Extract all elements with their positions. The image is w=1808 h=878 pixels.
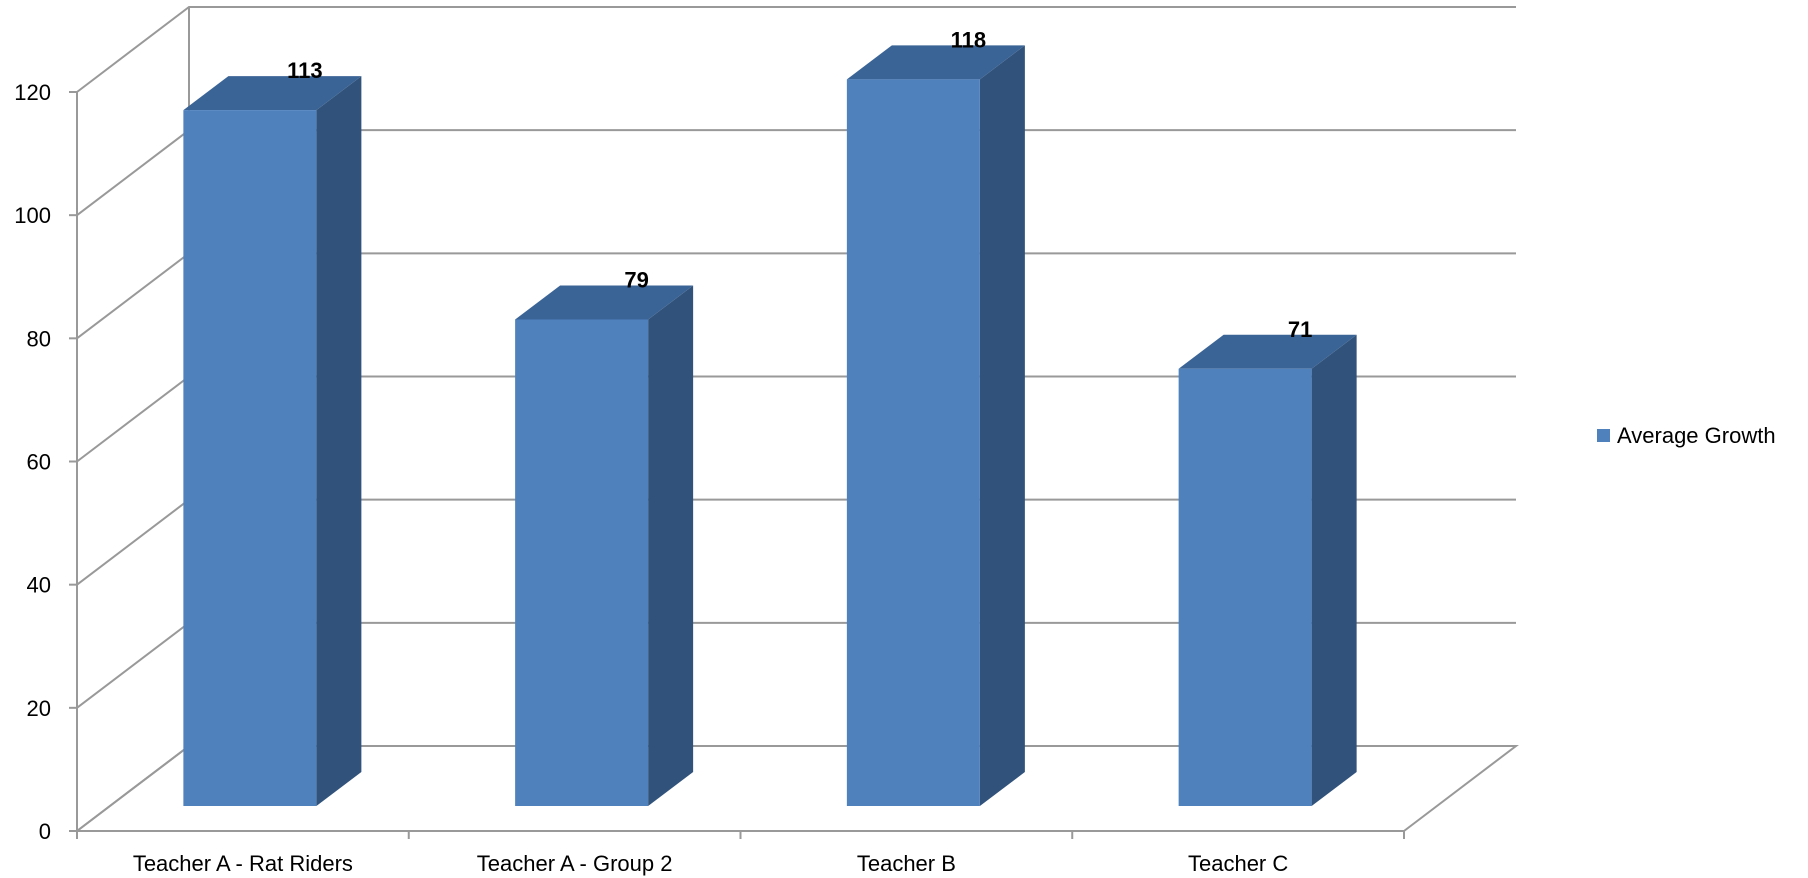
bar-top-face <box>515 285 694 320</box>
category-label: Teacher A - Group 2 <box>477 851 673 876</box>
bar-front-face <box>846 79 980 807</box>
y-tick-label: 0 <box>39 819 51 844</box>
bar-3 <box>1178 334 1357 806</box>
category-label: Teacher B <box>857 851 956 876</box>
y-tick-label: 40 <box>27 573 51 598</box>
bar-2 <box>846 45 1025 807</box>
category-label: Teacher A - Rat Riders <box>133 851 353 876</box>
data-label: 79 <box>624 267 648 292</box>
legend: Average Growth <box>1597 423 1776 448</box>
data-label: 113 <box>287 58 323 83</box>
data-label: 118 <box>951 27 987 52</box>
category-labels: Teacher A - Rat Riders Teacher A - Group … <box>133 851 1289 876</box>
bar-1 <box>515 285 694 806</box>
y-tick-label: 20 <box>27 696 51 721</box>
y-tick-label: 100 <box>14 203 51 228</box>
bar-0 <box>183 76 362 806</box>
y-tick-label: 80 <box>27 326 51 351</box>
data-label: 71 <box>1288 317 1312 342</box>
bar-side-face <box>979 45 1025 807</box>
bar-top-face <box>1178 334 1357 369</box>
y-tick-label: 120 <box>14 80 51 105</box>
legend-swatch <box>1597 429 1610 442</box>
bar-front-face <box>1178 368 1312 806</box>
bar-side-face <box>316 76 362 806</box>
legend-label-average-growth: Average Growth <box>1617 423 1776 448</box>
data-labels: 113 79 118 71 <box>287 27 1312 341</box>
bar-side-face <box>648 285 694 806</box>
bar-front-face <box>515 319 649 806</box>
y-tick-label: 60 <box>27 450 51 475</box>
category-label: Teacher C <box>1188 851 1288 876</box>
bar-top-face <box>183 76 362 111</box>
bars <box>183 45 1357 807</box>
y-axis-ticks: 0 20 40 60 80 100 120 <box>14 80 77 844</box>
bar-front-face <box>183 110 317 806</box>
bar-side-face <box>1311 334 1357 806</box>
bar-top-face <box>846 45 1025 80</box>
